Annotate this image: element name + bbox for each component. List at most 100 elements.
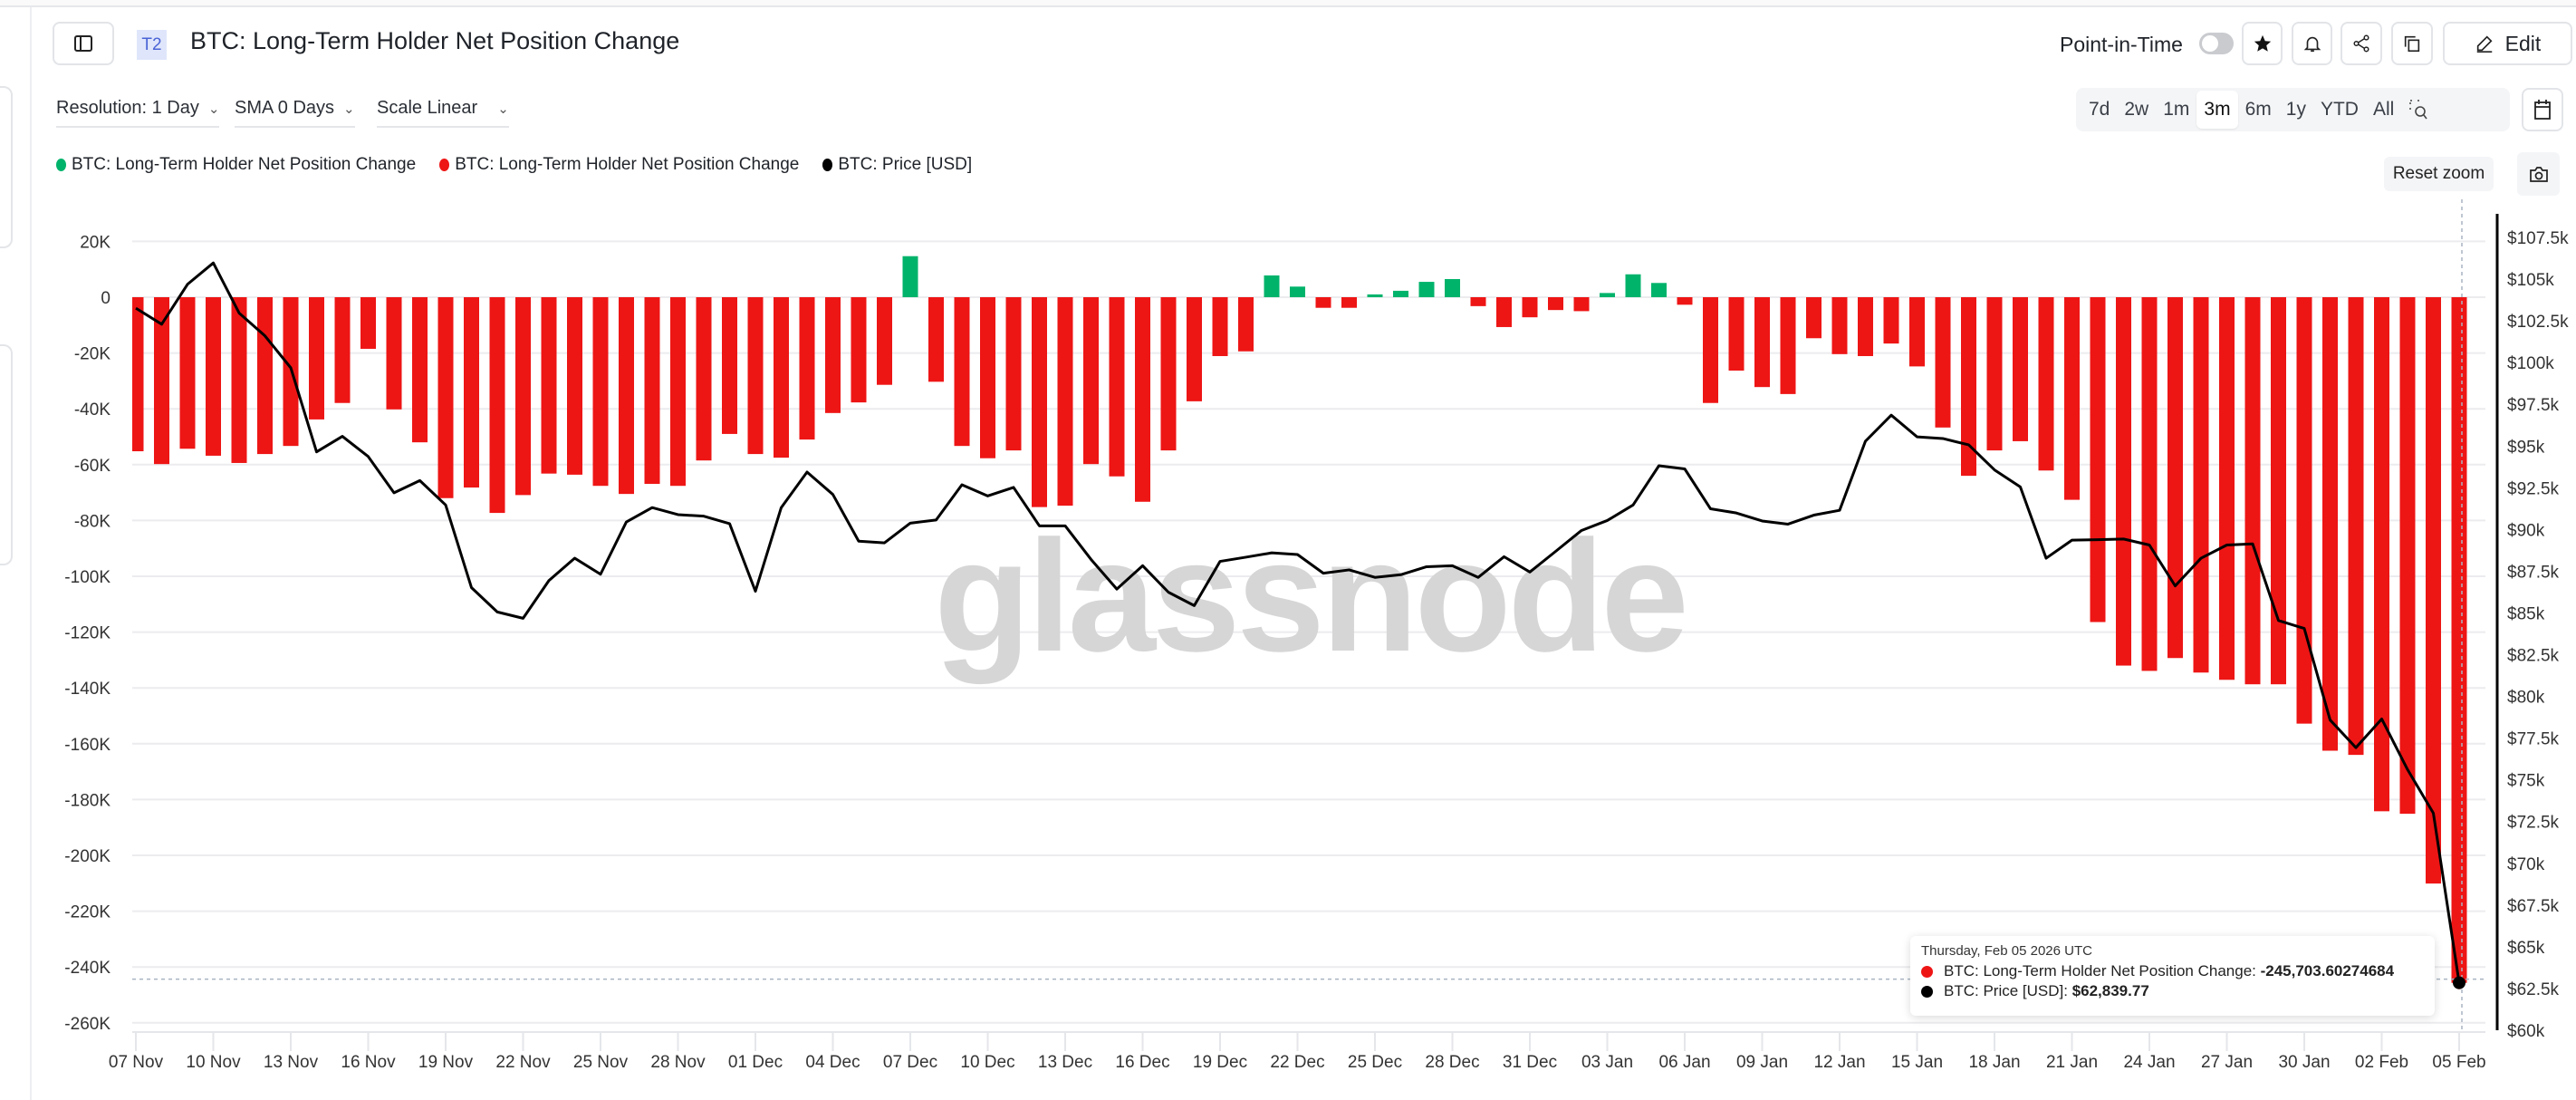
right-axis-tick-label: $60k [2507,1022,2545,1041]
scale-dropdown[interactable]: Scale Linear ⌄ [377,98,509,128]
tooltip-series1-label: BTC: Long-Term Holder Net Position Chang… [1944,962,2261,979]
screenshot-button[interactable] [2517,152,2560,196]
favorite-button[interactable] [2242,22,2283,65]
hover-marker-price [2453,976,2465,989]
bar-negative [825,297,841,413]
range-all[interactable]: All [2372,99,2395,120]
bar-negative [2064,297,2080,500]
sma-value: SMA 0 Days [235,98,335,118]
left-axis-tick-label: -20K [74,345,111,364]
legend-label: BTC: Price [USD] [838,155,973,174]
range-6m[interactable]: 6m [2244,99,2272,120]
bar-negative [1883,297,1899,344]
tooltip-dot-black [1921,985,1933,998]
x-axis-tick-label: 19 Dec [1193,1053,1247,1072]
bar-negative [2348,297,2364,756]
bar-negative [2193,297,2209,673]
x-axis-tick-label: 07 Dec [883,1053,937,1072]
bar-negative [2141,297,2158,671]
bar-negative [515,297,531,496]
bar-negative [1109,297,1125,477]
bar-negative [257,297,273,455]
bar-negative [1135,297,1150,502]
legend-label: BTC: Long-Term Holder Net Position Chang… [455,155,800,174]
bar-negative [567,297,582,475]
left-axis-tick-label: -160K [64,736,111,755]
right-axis-tick-label: $62.5k [2507,980,2560,999]
bar-positive [1418,282,1435,297]
left-axis-tick-label: -100K [64,568,111,587]
point-in-time-toggle[interactable] [2199,33,2234,54]
star-icon [2254,34,2271,52]
bar-negative [2322,297,2338,751]
legend-item-positive[interactable]: BTC: Long-Term Holder Net Position Chang… [56,155,416,175]
calendar-button[interactable] [2522,88,2563,131]
range-ytd[interactable]: YTD [2320,99,2359,120]
x-axis-tick-label: 10 Dec [960,1053,1014,1072]
right-axis-tick-label: $100k [2507,354,2554,373]
left-axis-tick-label: -80K [74,512,111,531]
tooltip-dot-red [1921,965,1933,978]
chevron-down-icon: ⌄ [497,101,509,117]
right-axis-tick-label: $107.5k [2507,229,2569,248]
bell-icon [2303,36,2321,53]
x-axis-tick-label: 21 Jan [2046,1053,2098,1072]
pencil-icon [2476,35,2493,53]
x-axis-tick-label: 24 Jan [2123,1053,2175,1072]
bar-negative [1754,297,1770,388]
edit-label: Edit [2504,31,2542,55]
x-axis-tick-label: 19 Nov [418,1053,474,1072]
right-axis-tick-label: $92.5k [2507,479,2560,498]
zoom-select-button[interactable] [2401,91,2436,129]
bar-negative [1573,297,1590,312]
sma-dropdown[interactable]: SMA 0 Days ⌄ [235,98,355,128]
legend-label: BTC: Long-Term Holder Net Position Chang… [72,155,417,174]
range-3m[interactable]: 3m [2196,91,2238,129]
range-7d[interactable]: 7d [2089,99,2110,120]
range-1m[interactable]: 1m [2163,99,2190,120]
x-axis-tick-label: 15 Jan [1891,1053,1943,1072]
reset-zoom-button[interactable]: Reset zoom [2384,157,2494,191]
range-1y[interactable]: 1y [2285,99,2306,120]
right-axis-tick-label: $80k [2507,689,2545,708]
tooltip-series2-value: $62,839.77 [2071,982,2149,999]
resolution-value: Resolution: 1 Day [56,98,199,118]
legend-dot-red [439,159,450,171]
time-range-selector: 7d 2w 1m 3m 6m 1y YTD All [2076,88,2510,131]
x-axis-tick-label: 31 Dec [1503,1053,1557,1072]
left-axis-tick-label: -60K [74,457,111,476]
edit-button[interactable]: Edit [2443,22,2572,65]
legend-item-price[interactable]: BTC: Price [USD] [822,155,972,175]
right-axis-tick-label: $82.5k [2507,647,2560,666]
left-axis-tick-label: -120K [64,624,111,643]
bar-negative [2167,297,2183,659]
bar-negative [412,297,428,443]
bar-negative [1083,297,1099,465]
bar-negative [928,297,944,382]
bar-positive [1600,293,1615,297]
toggle-knob [2202,35,2218,52]
bar-negative [2399,297,2416,815]
bar-positive [1264,275,1280,297]
bar-negative [132,297,144,452]
bar-negative [1780,297,1796,394]
sidebar-toggle-button[interactable] [53,22,114,65]
bar-negative [1470,297,1486,306]
bar-negative [154,297,169,465]
alert-button[interactable] [2292,22,2332,65]
legend-item-negative[interactable]: BTC: Long-Term Holder Net Position Chang… [439,155,799,175]
x-axis-tick-label: 28 Nov [650,1053,706,1072]
scale-value: Scale Linear [377,98,478,118]
bar-positive [1290,286,1305,297]
range-2w[interactable]: 2w [2124,99,2149,120]
chevron-down-icon: ⌄ [207,101,220,117]
bar-negative [1187,297,1202,401]
x-axis-tick-label: 01 Dec [728,1053,783,1072]
share-button[interactable] [2341,22,2382,65]
bar-negative [1831,297,1848,354]
bar-positive [1445,278,1460,297]
resolution-dropdown[interactable]: Resolution: 1 Day ⌄ [56,98,220,128]
copy-button[interactable] [2391,22,2433,65]
x-axis-tick-label: 10 Nov [186,1053,241,1072]
